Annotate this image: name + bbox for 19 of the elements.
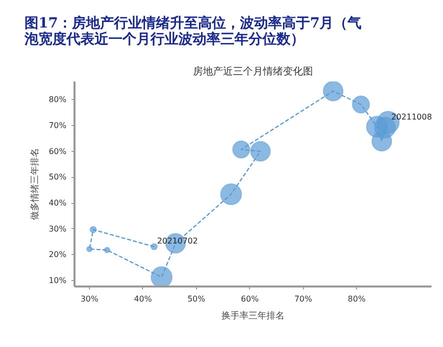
y-tick-label: 60%	[48, 146, 67, 156]
x-tick-label: 40%	[134, 294, 152, 304]
x-tick-label: 60%	[240, 294, 260, 304]
x-tick-label: 80%	[348, 294, 366, 304]
x-tick-label: 30%	[80, 294, 99, 304]
chart-subtitle: 房地产近三个月情绪变化图	[193, 66, 313, 78]
y-tick-label: 30%	[48, 224, 67, 234]
annotation: 20210702	[157, 236, 198, 246]
y-tick-label: 50%	[48, 172, 67, 182]
y-tick-label: 70%	[48, 120, 67, 130]
x-axis-title: 换手率三年排名	[222, 310, 284, 322]
y-tick-label: 10%	[48, 276, 67, 286]
x-tick-label: 70%	[294, 294, 313, 304]
y-tick-label: 80%	[48, 95, 67, 104]
x-tick-label: 50%	[187, 294, 206, 304]
chart-title: 图17：房地产行业情绪升至高位，波动率高于7月（气泡宽度代表近一个月行业波动率三年分位数）	[24, 14, 362, 48]
y-tick-label: 20%	[48, 250, 67, 260]
y-tick-label: 40%	[48, 198, 67, 208]
y-axis-title: 做多情绪三年排名	[30, 148, 41, 220]
